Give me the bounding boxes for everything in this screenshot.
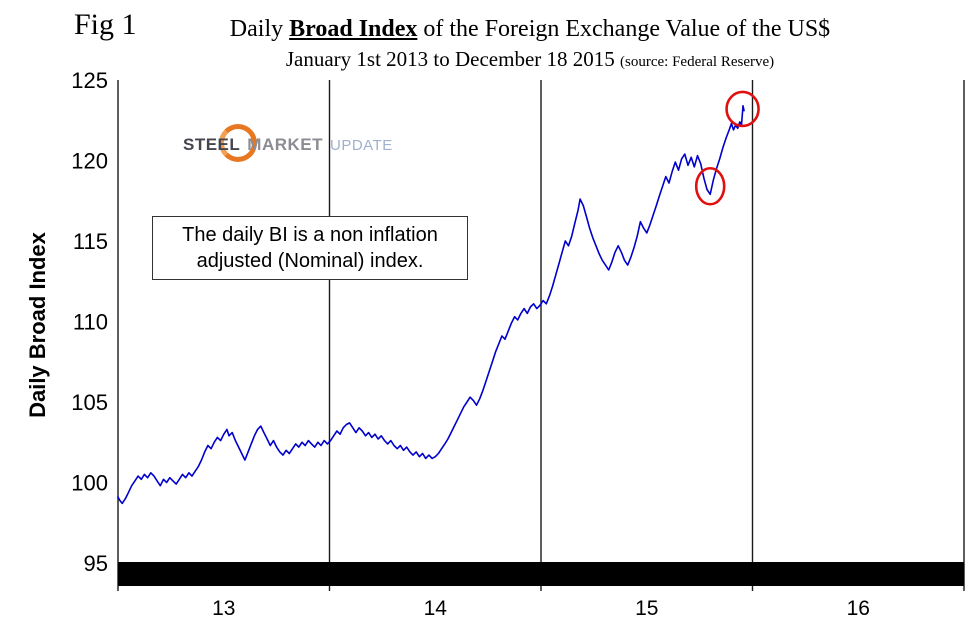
chart-title-prefix: Daily: [229, 16, 290, 42]
chart-subtitle: January 1st 2013 to December 18 2015 (so…: [120, 47, 940, 72]
logo-word-market: MARKET: [247, 135, 324, 154]
x-tick-label: 15: [635, 597, 658, 620]
chart-title: Daily Broad Index of the Foreign Exchang…: [120, 16, 940, 43]
figure-number: Fig 1: [74, 8, 137, 41]
note-line-1: The daily BI is a non inflation: [182, 224, 438, 246]
y-tick-label: 105: [71, 390, 108, 415]
y-tick-label: 100: [71, 471, 108, 496]
chart-title-suffix: of the Foreign Exchange Value of the US$: [417, 16, 831, 42]
highlight-circle-icon: [725, 90, 760, 128]
y-axis-title: Daily Broad Index: [25, 232, 50, 418]
annotation-note-box: The daily BI is a non inflation adjusted…: [152, 216, 468, 280]
y-tick-label: 125: [71, 68, 108, 93]
logo-word-steel: STEEL: [183, 135, 241, 154]
note-line-2: adjusted (Nominal) index.: [196, 250, 424, 272]
y-tick-label: 120: [71, 149, 108, 174]
chart-source: (source: Federal Reserve): [620, 54, 775, 70]
logo-ring-icon: [219, 124, 257, 162]
y-tick-label: 110: [73, 310, 108, 335]
broad-index-line: [117, 105, 745, 505]
y-tick-label: 95: [84, 551, 108, 576]
x-axis-bar: [118, 562, 964, 586]
steel-market-update-logo: STEEL MARKET UPDATE: [183, 124, 393, 163]
x-tick-label: 13: [212, 597, 235, 620]
logo-word-update: UPDATE: [330, 136, 393, 154]
chart-title-emphasis: Broad Index: [289, 16, 418, 42]
x-tick-label: 14: [424, 597, 448, 620]
chart-date-range: January 1st 2013 to December 18 2015: [285, 47, 621, 71]
y-tick-label: 115: [73, 229, 108, 254]
x-tick-label: 16: [847, 597, 870, 620]
highlight-circle-icon: [694, 166, 726, 206]
